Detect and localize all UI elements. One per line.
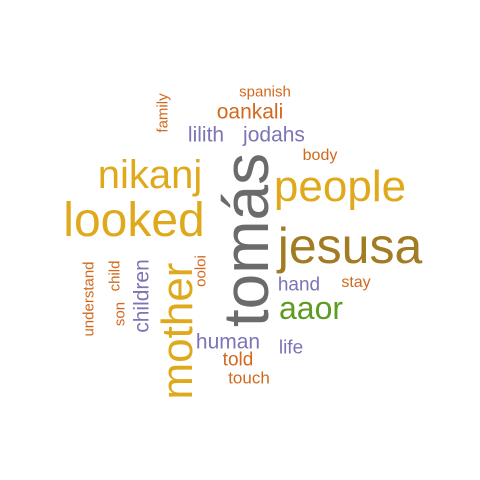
word-human: human bbox=[195, 330, 261, 354]
word-touch: touch bbox=[228, 368, 270, 388]
word-child: child bbox=[106, 260, 124, 292]
word-stay: stay bbox=[341, 274, 371, 291]
word-children: children bbox=[130, 259, 154, 333]
word-lilith: lilith bbox=[187, 123, 225, 147]
word-looked: looked bbox=[63, 194, 205, 247]
word-spanish: spanish bbox=[239, 83, 291, 101]
word-understand: understand bbox=[80, 261, 98, 337]
word-people: people bbox=[273, 162, 407, 211]
word-told: told bbox=[222, 349, 254, 371]
word-jesusa: jesusa bbox=[277, 218, 423, 274]
word-ooloi: ooloi bbox=[192, 255, 210, 287]
word-oankali: oankali bbox=[216, 100, 284, 124]
word-tomas: tomás bbox=[210, 152, 282, 328]
word-body: body bbox=[302, 147, 338, 164]
word-son: son bbox=[111, 301, 129, 327]
word-family: family bbox=[154, 93, 172, 133]
word-nikanj: nikanj bbox=[97, 153, 203, 197]
word-jodahs: jodahs bbox=[243, 123, 305, 147]
word-life: life bbox=[278, 337, 304, 359]
word-aaor: aaor bbox=[278, 290, 344, 326]
word-hand: hand bbox=[277, 274, 321, 296]
